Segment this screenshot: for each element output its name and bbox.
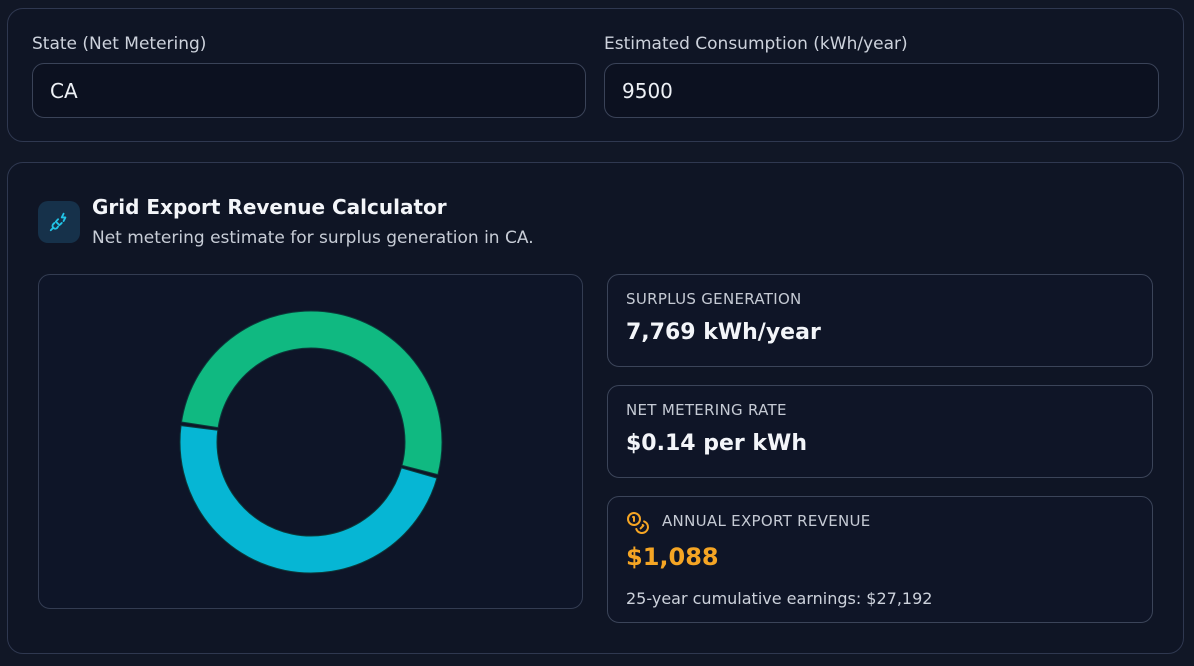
- coins-icon: [627, 512, 649, 534]
- donut-slice-1[interactable]: [180, 310, 443, 476]
- net-metering-rate-label: NET METERING RATE: [626, 401, 787, 419]
- plug-icon: [49, 212, 67, 232]
- inputs-panel: State (Net Metering) Estimated Consumpti…: [7, 8, 1184, 142]
- calculator-title: Grid Export Revenue Calculator: [92, 195, 447, 219]
- surplus-generation-card: SURPLUS GENERATION 7,769 kWh/year: [607, 274, 1153, 367]
- surplus-generation-value: 7,769 kWh/year: [626, 320, 821, 345]
- annual-export-revenue-card: ANNUAL EXPORT REVENUE $1,088 25-year cum…: [607, 496, 1153, 623]
- donut-chart-container: [38, 274, 583, 609]
- state-input[interactable]: [32, 63, 586, 118]
- donut-slice-2[interactable]: [179, 425, 438, 574]
- net-metering-rate-card: NET METERING RATE $0.14 per kWh: [607, 385, 1153, 478]
- plug-icon-badge: [38, 201, 80, 243]
- surplus-generation-label: SURPLUS GENERATION: [626, 290, 802, 308]
- donut-chart: [179, 310, 443, 574]
- cumulative-earnings-note: 25-year cumulative earnings: $27,192: [626, 589, 933, 608]
- consumption-label: Estimated Consumption (kWh/year): [604, 34, 908, 54]
- annual-export-revenue-label: ANNUAL EXPORT REVENUE: [662, 512, 871, 530]
- net-metering-rate-value: $0.14 per kWh: [626, 431, 807, 456]
- consumption-input[interactable]: [604, 63, 1159, 118]
- state-label: State (Net Metering): [32, 34, 207, 54]
- calculator-panel: Grid Export Revenue Calculator Net meter…: [7, 162, 1184, 654]
- annual-export-revenue-value: $1,088: [626, 543, 719, 571]
- calculator-subtitle: Net metering estimate for surplus genera…: [92, 228, 534, 248]
